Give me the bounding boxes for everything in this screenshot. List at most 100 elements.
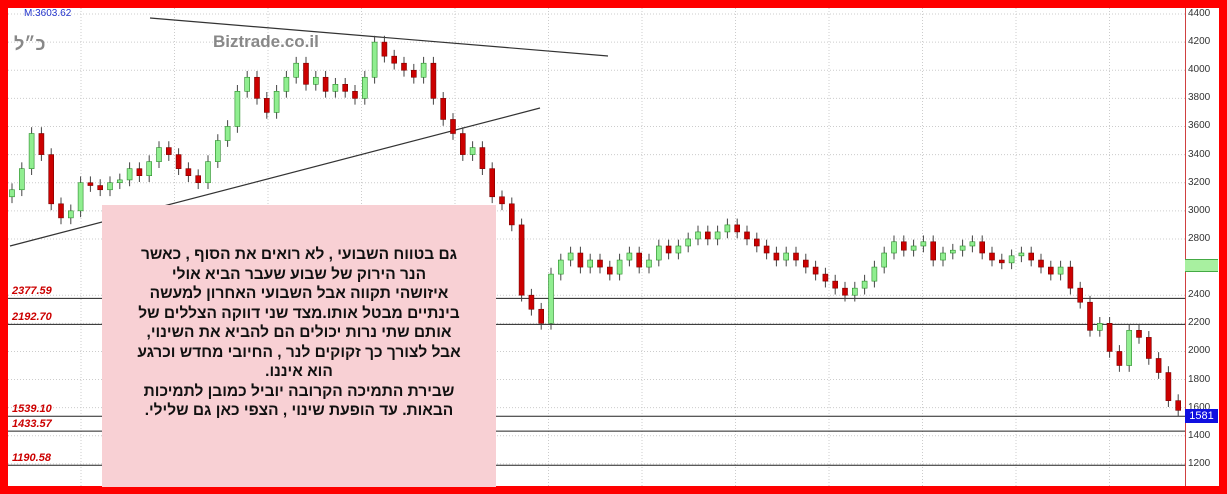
candle-body xyxy=(724,224,731,233)
candle-body xyxy=(283,76,290,92)
y-tick-label: 4400 xyxy=(1188,8,1211,19)
candle-body xyxy=(812,266,819,275)
candle-body xyxy=(156,147,162,162)
candle-body xyxy=(871,266,878,282)
candle-body xyxy=(597,259,603,268)
candle-body xyxy=(655,245,662,261)
candle-body xyxy=(744,231,750,240)
note-line: בינתיים מבטל אותו.מצד שני דווקה הצללים ש… xyxy=(138,304,460,322)
candle-body xyxy=(989,252,995,261)
candle-body xyxy=(1116,351,1123,366)
candle-body xyxy=(469,147,476,155)
candle-body xyxy=(1087,301,1093,331)
highlight-band xyxy=(1185,258,1218,272)
candle-body xyxy=(763,245,770,254)
candle-body xyxy=(979,241,986,254)
y-tick-label: 1800 xyxy=(1188,373,1211,385)
candle-body xyxy=(58,203,64,219)
note-line: הבאות. עד הופעת שינוי , הצפי כאן גם שליל… xyxy=(144,402,454,419)
candle-body xyxy=(940,252,946,261)
note-line: אותם שתי נרות יכולים הם להביא את השינוי, xyxy=(146,324,452,341)
y-tick-label: 3400 xyxy=(1188,148,1211,160)
level-label: 1190.58 xyxy=(12,452,51,465)
level-label: 1539.10 xyxy=(12,403,52,416)
candle-body xyxy=(518,224,525,296)
y-tick-label: 2200 xyxy=(1188,317,1211,329)
candle-body xyxy=(793,252,799,261)
candle-body xyxy=(263,98,270,113)
y-tick-label: 3000 xyxy=(1188,204,1211,216)
y-tick-label: 1600 xyxy=(1188,401,1211,413)
candle-body xyxy=(401,62,407,71)
candle-body xyxy=(1155,358,1162,373)
candle-body xyxy=(273,91,280,113)
candle-body xyxy=(1038,259,1044,268)
candle-body xyxy=(734,224,741,233)
trend-line-upper xyxy=(149,17,609,57)
candle-body xyxy=(107,182,113,191)
note-line: אבל לצורך כך זקוקים לנר , החיובי מחדש וכ… xyxy=(137,343,461,361)
y-tick-label: 3600 xyxy=(1188,120,1211,132)
candle-body xyxy=(1008,255,1015,264)
candle-body xyxy=(450,119,456,134)
candle-body xyxy=(930,241,937,261)
level-label: 2192.70 xyxy=(12,311,52,324)
candle-body xyxy=(391,55,398,64)
candle-body xyxy=(166,147,172,155)
candle-body xyxy=(949,249,956,254)
candle-body xyxy=(126,168,133,181)
candle-body xyxy=(1126,330,1132,366)
candle-body xyxy=(312,76,319,85)
candle-body xyxy=(293,62,300,78)
candle-body xyxy=(1018,252,1025,257)
candle-body xyxy=(175,154,182,169)
candle-body xyxy=(802,259,809,268)
candle-body xyxy=(606,266,613,275)
y-tick-label: 4000 xyxy=(1188,64,1211,76)
candle-body xyxy=(1097,323,1103,331)
candle-body xyxy=(68,210,74,219)
candle-body xyxy=(1136,330,1142,338)
note-line: איזושהי תקווה אבל השבועי האחרון למעשה xyxy=(149,285,449,302)
candle-body xyxy=(910,245,917,251)
candle-body xyxy=(636,252,643,268)
y-tick-label: 2800 xyxy=(1188,232,1211,244)
candle-body xyxy=(1077,287,1083,303)
y-tick-label: 1200 xyxy=(1188,457,1211,469)
candle-body xyxy=(832,280,839,289)
candle-body xyxy=(342,84,349,92)
candle-body xyxy=(714,231,721,240)
candle-body xyxy=(499,196,505,205)
candle-body xyxy=(881,252,888,268)
candle-body xyxy=(136,168,143,176)
note-line: הנר הירוק של שבוע שעבר הביא אולי xyxy=(171,265,427,283)
candle-body xyxy=(430,62,437,99)
candle-body xyxy=(861,280,868,289)
candle-body xyxy=(665,245,672,254)
candle-body xyxy=(117,179,123,184)
candle-body xyxy=(489,168,496,198)
candle-body xyxy=(1028,252,1034,261)
candle-body xyxy=(28,133,35,169)
candle-body xyxy=(1165,372,1172,401)
symbol-label: כ״ל xyxy=(14,34,46,54)
candle-body xyxy=(1146,337,1152,359)
note-line: גם בטווח השבועי , לא רואים את הסוף , כאש… xyxy=(140,246,458,263)
candle-body xyxy=(695,231,701,240)
candle-body xyxy=(371,41,378,78)
candle-body xyxy=(753,238,760,247)
candle-body xyxy=(704,231,711,240)
candle-body xyxy=(97,185,103,191)
last-price-badge: 1581 xyxy=(1185,409,1218,423)
candle-body xyxy=(1057,266,1064,275)
candle-body xyxy=(685,238,692,247)
candle-body xyxy=(215,140,221,162)
candle-body xyxy=(577,252,584,268)
level-label: 2377.59 xyxy=(12,285,52,298)
candle-body xyxy=(891,241,897,254)
candle-body xyxy=(783,252,790,261)
candle-body xyxy=(87,182,94,186)
candle-body xyxy=(352,91,358,99)
candle-body xyxy=(1067,266,1074,289)
candle-body xyxy=(9,189,15,198)
